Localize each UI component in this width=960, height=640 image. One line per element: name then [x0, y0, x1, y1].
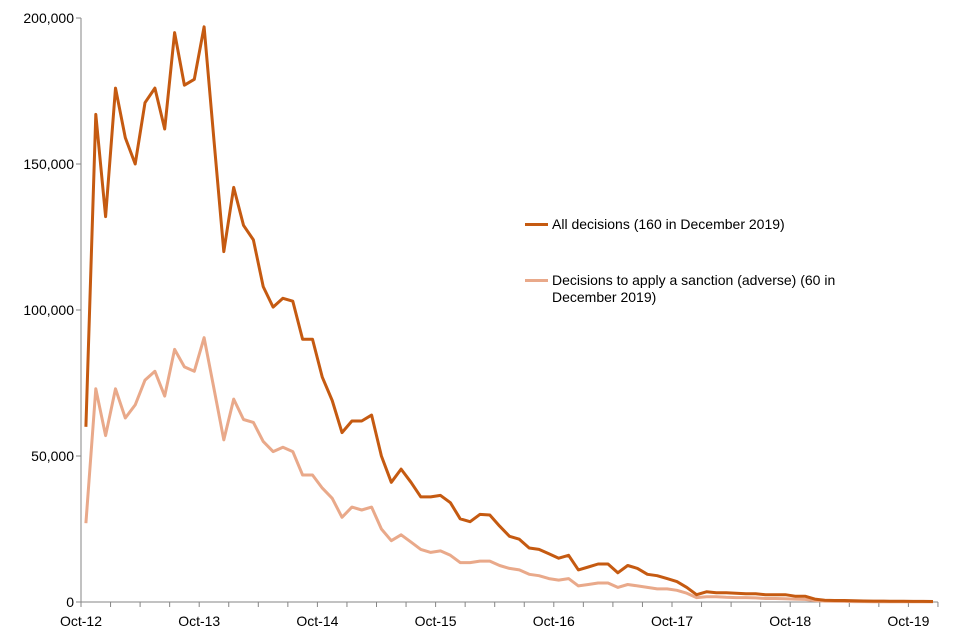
series-line-all-decisions [84, 25, 934, 603]
x-tick-label: Oct-19 [887, 613, 929, 629]
x-tick-label: Oct-17 [651, 613, 693, 629]
axes: 0 50,000 100,000 150,000 200,000 Oct-12 Oct-13… [23, 10, 939, 629]
x-tick-label: Oct-13 [178, 613, 220, 629]
y-tick-label: 200,000 [23, 10, 74, 26]
y-tick-label: 50,000 [31, 448, 74, 464]
x-tick-label: Oct-15 [415, 613, 457, 629]
y-tick-label: 0 [66, 594, 74, 610]
series-line-adverse [84, 336, 933, 604]
x-tick-label: Oct-14 [296, 613, 338, 629]
series-lines [84, 25, 934, 604]
x-tick-label: Oct-18 [769, 613, 811, 629]
y-tick-label: 100,000 [23, 302, 74, 318]
legend-label-adverse: Decisions to apply a sanction (adverse) … [552, 272, 836, 305]
y-tick-label: 150,000 [23, 156, 74, 172]
legend-entry-adverse: Decisions to apply a sanction (adverse) … [525, 272, 842, 306]
legend-label-all-decisions: All decisions (160 in December 2019) [552, 216, 785, 232]
legend-swatch-adverse [525, 279, 548, 282]
x-tick-label: Oct-12 [60, 613, 102, 629]
legend-swatch-all-decisions [525, 223, 548, 226]
legend-entry-all-decisions: All decisions (160 in December 2019) [525, 216, 785, 233]
x-tick-label: Oct-16 [533, 613, 575, 629]
